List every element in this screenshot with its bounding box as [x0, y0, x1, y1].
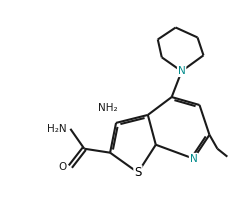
Text: N: N — [177, 66, 185, 76]
Text: NH₂: NH₂ — [98, 103, 117, 113]
Text: N: N — [189, 154, 197, 164]
Text: O: O — [58, 162, 66, 172]
Text: S: S — [134, 166, 141, 179]
Text: H₂N: H₂N — [46, 124, 66, 134]
